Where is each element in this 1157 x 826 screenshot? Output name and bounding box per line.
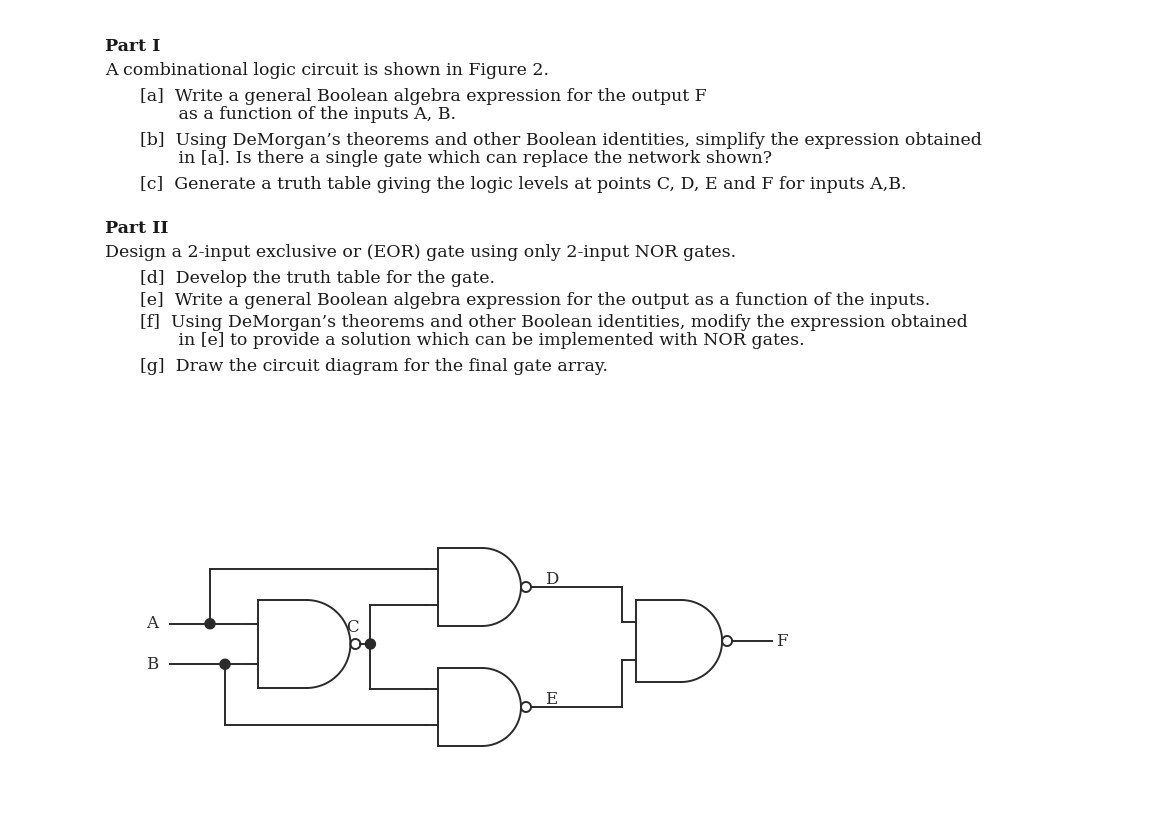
Polygon shape	[205, 619, 215, 629]
Text: Part II: Part II	[105, 220, 169, 237]
Text: [f]  Using DeMorgan’s theorems and other Boolean identities, modify the expressi: [f] Using DeMorgan’s theorems and other …	[140, 314, 967, 331]
Text: [b]  Using DeMorgan’s theorems and other Boolean identities, simplify the expres: [b] Using DeMorgan’s theorems and other …	[140, 132, 982, 149]
Text: B: B	[146, 656, 159, 672]
Polygon shape	[366, 639, 375, 649]
Text: in [e] to provide a solution which can be implemented with NOR gates.: in [e] to provide a solution which can b…	[140, 332, 804, 349]
Text: E: E	[545, 691, 558, 708]
Text: A combinational logic circuit is shown in Figure 2.: A combinational logic circuit is shown i…	[105, 62, 550, 79]
Text: [c]  Generate a truth table giving the logic levels at points C, D, E and F for : [c] Generate a truth table giving the lo…	[140, 176, 906, 193]
Text: F: F	[776, 633, 788, 649]
Text: in [a]. Is there a single gate which can replace the network shown?: in [a]. Is there a single gate which can…	[140, 150, 772, 167]
Text: [a]  Write a general Boolean algebra expression for the output F: [a] Write a general Boolean algebra expr…	[140, 88, 707, 105]
Text: A: A	[146, 615, 159, 632]
Polygon shape	[220, 659, 230, 669]
Text: [d]  Develop the truth table for the gate.: [d] Develop the truth table for the gate…	[140, 270, 495, 287]
Text: C: C	[346, 620, 359, 637]
Text: as a function of the inputs A, B.: as a function of the inputs A, B.	[140, 106, 456, 123]
Text: D: D	[545, 571, 559, 587]
Text: [g]  Draw the circuit diagram for the final gate array.: [g] Draw the circuit diagram for the fin…	[140, 358, 607, 375]
Text: [e]  Write a general Boolean algebra expression for the output as a function of : [e] Write a general Boolean algebra expr…	[140, 292, 930, 309]
Text: Design a 2-input exclusive or (EOR) gate using only 2-input NOR gates.: Design a 2-input exclusive or (EOR) gate…	[105, 244, 736, 261]
Text: Part I: Part I	[105, 38, 161, 55]
